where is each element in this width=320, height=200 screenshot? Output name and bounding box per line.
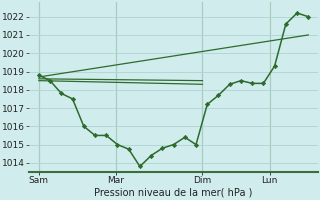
X-axis label: Pression niveau de la mer( hPa ): Pression niveau de la mer( hPa ) (94, 188, 253, 198)
